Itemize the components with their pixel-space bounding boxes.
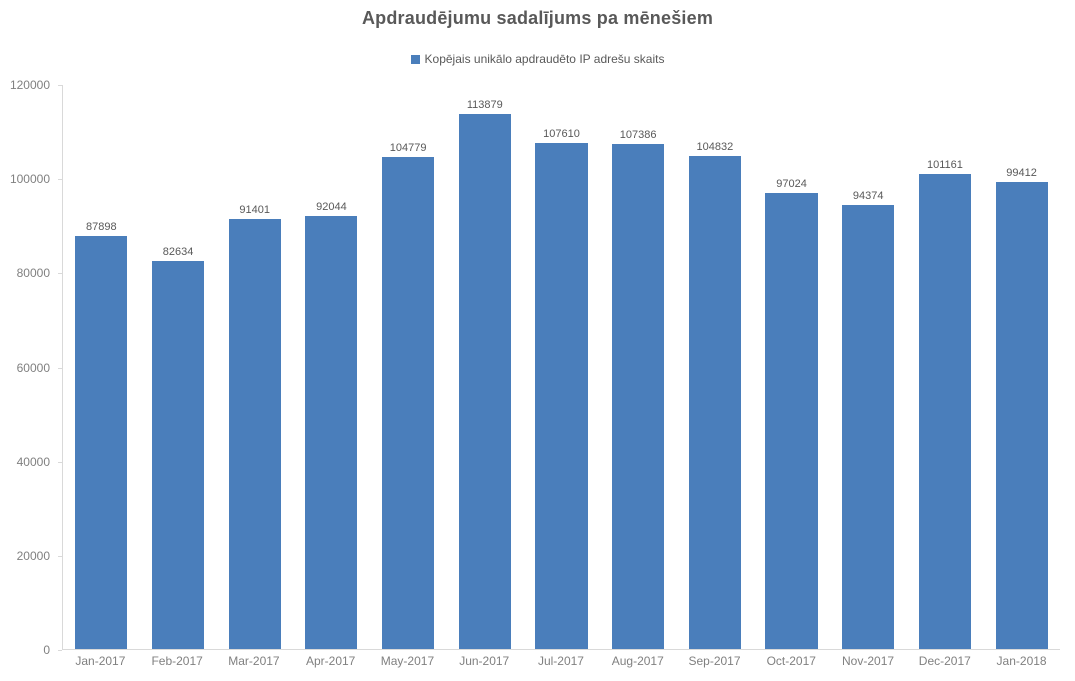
bar	[612, 144, 665, 649]
bar-value-label: 87898	[86, 220, 117, 233]
bar-group: 107386	[600, 85, 677, 649]
bar	[918, 173, 971, 649]
bar-group: 101161	[907, 85, 984, 649]
bar	[458, 113, 511, 649]
legend: Kopējais unikālo apdraudēto IP adrešu sk…	[0, 52, 1075, 66]
x-tick-label: Apr-2017	[305, 654, 356, 668]
bar-value-label: 104779	[389, 141, 427, 154]
bars-row: 87898 82634 91401 92044 104779 113879 107610 10…	[63, 85, 1060, 649]
y-tick-label: 40000	[16, 454, 50, 469]
bar-value-label: 99412	[1006, 166, 1037, 179]
bar-group: 92044	[293, 85, 370, 649]
bar-value-label: 107610	[543, 128, 580, 141]
legend-swatch-icon	[410, 54, 420, 64]
y-tick-mark	[58, 461, 62, 463]
bar-group: 97024	[753, 85, 830, 649]
plot-area: 87898 82634 91401 92044 104779 113879 107610 10…	[62, 85, 1060, 650]
y-tick-mark	[58, 367, 62, 369]
bar	[995, 181, 1048, 649]
bar-value-label: 107386	[619, 129, 657, 142]
y-tick-label: 100000	[9, 172, 50, 187]
legend-label: Kopējais unikālo apdraudēto IP adrešu sk…	[424, 52, 665, 66]
y-tick-label: 0	[43, 643, 50, 657]
bar-value-label: 91401	[239, 204, 271, 217]
bar-group: 82634	[140, 85, 217, 649]
y-tick-mark	[58, 650, 62, 651]
x-tick-label: Nov-2017	[842, 654, 895, 668]
y-tick-mark	[58, 555, 62, 557]
x-axis: Jan-2017 Feb-2017 Mar-2017 Apr-2017 May-2017…	[62, 654, 1060, 668]
x-tick-label: May-2017	[380, 654, 435, 668]
bar-value-label: 94374	[852, 190, 884, 203]
bar-value-label: 82634	[162, 245, 194, 258]
bar-group: 91401	[216, 85, 293, 649]
bar	[151, 260, 205, 649]
bar	[382, 156, 435, 649]
y-tick-mark	[58, 85, 62, 86]
y-tick-label: 120000	[9, 78, 50, 92]
bar-group: 104779	[370, 85, 447, 649]
x-tick-label: Aug-2017	[611, 654, 664, 668]
bar	[688, 156, 741, 649]
bar	[535, 143, 588, 649]
bar-group: 104832	[677, 85, 754, 649]
y-axis: 0 20000 40000 60000 80000 100000 120000	[0, 78, 62, 657]
bar	[842, 205, 895, 649]
y-tick-label: 20000	[16, 548, 50, 563]
bar-value-label: 104832	[696, 141, 734, 154]
bar-group: 107610	[523, 85, 600, 649]
bar	[765, 193, 818, 649]
y-tick-label: 80000	[16, 266, 50, 281]
bar-value-label: 101161	[926, 158, 963, 171]
x-tick-label: Jan-2017	[75, 654, 126, 668]
bar-group: 94374	[830, 85, 907, 649]
x-tick-label: Jul-2017	[537, 654, 584, 668]
x-tick-label: Mar-2017	[228, 654, 280, 668]
chart-title: Apdraudējumu sadalījums pa mēnešiem	[361, 8, 714, 28]
x-tick-label: Sep-2017	[688, 654, 741, 668]
y-tick-label: 60000	[16, 360, 50, 375]
x-tick-label: Dec-2017	[918, 654, 971, 668]
bar-group: 87898	[63, 85, 140, 649]
bar	[305, 216, 358, 649]
bar-value-label: 113879	[466, 98, 503, 111]
x-tick-label: Jan-2018	[996, 654, 1047, 668]
bar	[75, 235, 128, 649]
x-tick-label: Oct-2017	[766, 654, 816, 668]
bar	[228, 219, 281, 649]
y-tick-mark	[58, 273, 62, 275]
bar-value-label: 97024	[776, 178, 807, 190]
bar-group: 113879	[446, 85, 523, 649]
x-tick-label: Jun-2017	[459, 654, 510, 668]
bar-value-label: 92044	[316, 201, 347, 214]
x-tick-label: Feb-2017	[151, 654, 203, 668]
y-tick-mark	[58, 179, 62, 181]
bar-group: 99412	[983, 85, 1060, 649]
